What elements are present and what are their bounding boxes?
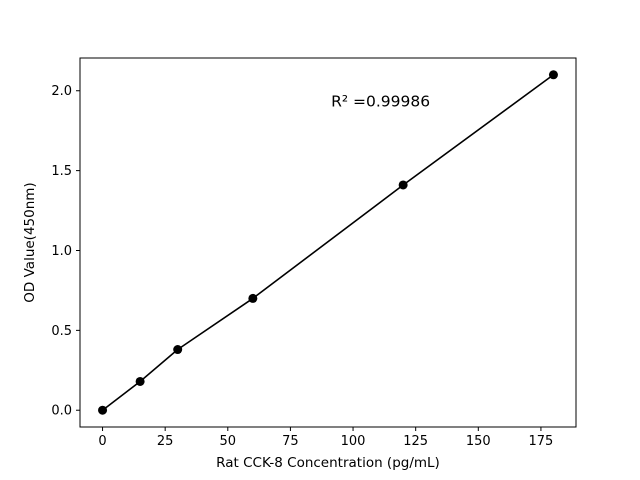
y-axis-label: OD Value(450nm)	[22, 182, 38, 302]
y-tick-label: 2.0	[51, 84, 72, 99]
data-point	[98, 405, 108, 415]
x-axis-label: Rat CCK-8 Concentration (pg/mL)	[216, 455, 440, 471]
x-tick-label: 75	[282, 434, 299, 449]
data-point	[398, 180, 408, 190]
axes-spines	[79, 57, 577, 428]
y-tick-label: 0.5	[51, 324, 72, 339]
x-tick-label: 50	[220, 434, 237, 449]
data-point	[135, 376, 145, 386]
x-tick-label: 175	[529, 434, 554, 449]
data-point	[548, 70, 558, 80]
data-point	[248, 293, 258, 303]
x-tick-label: 125	[403, 434, 428, 449]
x-tick-label: 25	[157, 434, 174, 449]
data-line	[101, 73, 555, 412]
x-tick-label: 100	[341, 434, 366, 449]
y-tick-label: 1.0	[51, 244, 72, 259]
x-tick-label: 0	[98, 434, 106, 449]
y-tick-label: 1.5	[51, 164, 72, 179]
y-tick-label: 0.0	[51, 404, 72, 419]
r-squared-annotation: R² =0.99986	[331, 93, 430, 111]
x-tick-label: 150	[466, 434, 491, 449]
data-point	[173, 345, 183, 355]
